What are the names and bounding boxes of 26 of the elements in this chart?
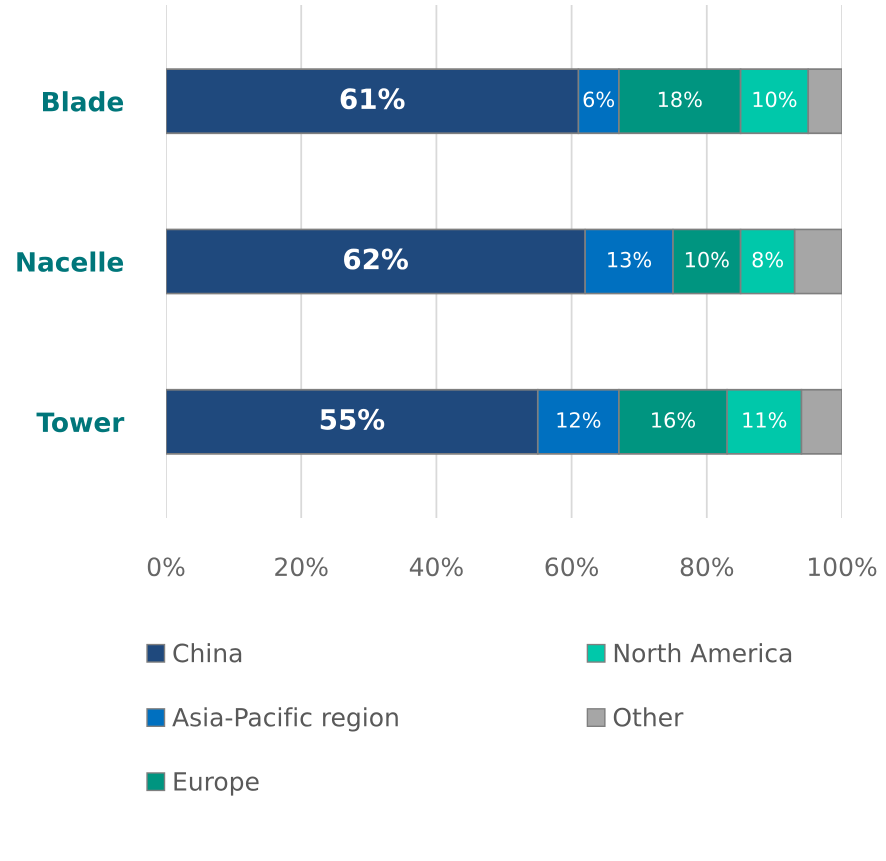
data-label: 6% <box>584 91 614 108</box>
x-tick-label: 60% <box>546 557 598 576</box>
data-label: 8% <box>752 252 784 268</box>
x-tick-label: 100% <box>809 557 876 576</box>
x-tick-label: 40% <box>410 557 463 576</box>
data-label: 55% <box>320 408 384 430</box>
x-tick-label: 0% <box>148 557 184 576</box>
data-label: 12% <box>557 412 600 428</box>
x-tick-label: 80% <box>680 557 734 576</box>
legend-label: Other <box>614 707 684 727</box>
y-tick-label: Blade <box>43 91 124 112</box>
x-tick-label: 20% <box>275 557 328 576</box>
y-tick-label: Nacelle <box>17 251 124 272</box>
legend-label: North America <box>614 643 792 662</box>
legend-label: China <box>173 643 242 662</box>
legend-label: Europe <box>174 772 259 796</box>
y-tick-label: Tower <box>36 412 124 432</box>
data-label: 61% <box>340 88 405 110</box>
data-label: 13% <box>608 252 652 268</box>
data-label: 10% <box>686 252 729 268</box>
legend-label: Asia-Pacific region <box>172 707 398 732</box>
data-label: 10% <box>754 91 796 108</box>
data-label: 18% <box>658 91 702 108</box>
data-label: 11% <box>743 412 786 428</box>
data-label: 62% <box>344 248 408 270</box>
data-label: 16% <box>652 412 696 428</box>
